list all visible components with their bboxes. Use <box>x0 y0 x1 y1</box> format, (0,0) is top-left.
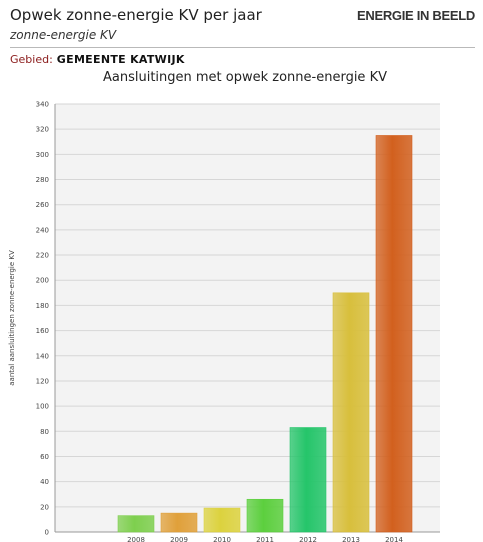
y-tick-label: 180 <box>36 302 49 310</box>
bar-2011 <box>246 498 284 533</box>
y-tick-label: 340 <box>36 101 49 109</box>
y-axis-label: aantal aansluitingen zonne-energie KV <box>8 250 16 386</box>
x-tick-label: 2012 <box>299 536 317 542</box>
page-subtitle: zonne-energie KV <box>10 28 117 42</box>
y-tick-label: 160 <box>36 327 49 335</box>
bar-2012 <box>289 427 327 533</box>
y-tick-label: 120 <box>36 377 49 385</box>
area-value: GEMEENTE KATWIJK <box>56 53 185 66</box>
bar-2008 <box>117 515 155 533</box>
y-tick-label: 60 <box>40 453 49 461</box>
x-tick-label: 2010 <box>213 536 231 542</box>
chart-title: Aansluitingen met opwek zonne-energie KV <box>103 70 387 85</box>
area-label: Gebied: <box>10 53 53 66</box>
bar-2010 <box>203 507 241 533</box>
page-title: Opwek zonne-energie KV per jaar <box>10 6 262 24</box>
area-line: Gebied: GEMEENTE KATWIJK <box>10 53 185 66</box>
bar-2009 <box>160 512 198 533</box>
y-tick-label: 80 <box>40 428 49 436</box>
y-tick-label: 140 <box>36 352 49 360</box>
plot-area: 0 20 40 60 80 100 120 140 160 180 200 220 240 260 280 3… <box>8 101 440 542</box>
bar-2014 <box>375 135 413 533</box>
y-tick-label: 20 <box>40 503 49 511</box>
y-tick-label: 320 <box>36 126 49 134</box>
y-tick-label: 40 <box>40 478 49 486</box>
x-tick-label: 2008 <box>127 536 145 542</box>
y-tick-label: 260 <box>36 201 49 209</box>
y-tick-label: 0 <box>45 529 49 537</box>
y-tick-label: 240 <box>36 226 49 234</box>
x-tick-label: 2014 <box>385 536 403 542</box>
x-tick-label: 2009 <box>170 536 188 542</box>
header-divider <box>10 47 475 48</box>
y-tick-label: 300 <box>36 151 49 159</box>
x-tick-label: 2013 <box>342 536 360 542</box>
x-tick-label: 2011 <box>256 536 274 542</box>
y-tick-label: 100 <box>36 403 49 411</box>
brand-logo: ENERGIE IN BEELD <box>357 8 475 23</box>
bar-chart: Aansluitingen met opwek zonne-energie KV… <box>8 70 440 542</box>
y-tick-label: 220 <box>36 252 49 260</box>
y-tick-label: 280 <box>36 176 49 184</box>
bar-2013 <box>332 292 370 533</box>
y-tick-label: 200 <box>36 277 49 285</box>
